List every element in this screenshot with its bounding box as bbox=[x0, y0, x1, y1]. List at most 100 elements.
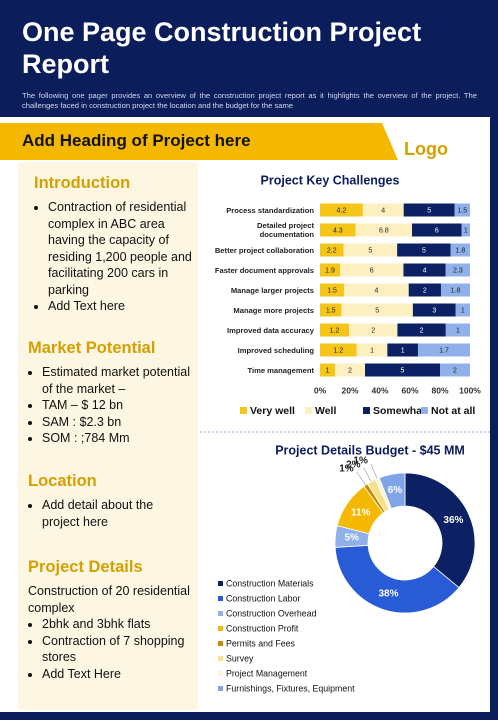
bullet: SAM : $2.3 bn bbox=[42, 414, 194, 431]
description: The following one pager provides an over… bbox=[22, 91, 477, 110]
section: Market Potential Estimated market potenti… bbox=[28, 339, 194, 447]
x-tick-label: 40% bbox=[371, 385, 388, 395]
bar-segment bbox=[335, 363, 365, 377]
y-tick-label: Improved data accuracy bbox=[227, 325, 314, 335]
bar-segment bbox=[440, 283, 470, 297]
bar-segment bbox=[355, 223, 412, 237]
section: Project Details Construction of 20 reside… bbox=[28, 558, 194, 682]
bullet: Estimated market potential of the market… bbox=[42, 364, 194, 397]
bar-segment bbox=[344, 283, 409, 297]
bar-value-label: 6.8 bbox=[379, 227, 389, 234]
bar-segment bbox=[397, 243, 451, 257]
bar-value-label: 2 bbox=[423, 287, 427, 294]
bullet: SOM : ;784 Mm bbox=[42, 430, 194, 447]
section-heading: Location bbox=[28, 472, 97, 490]
legend-swatch bbox=[218, 596, 223, 601]
legend-swatch bbox=[218, 626, 223, 631]
bullet: 2bhk and 3bhk flats bbox=[42, 616, 194, 633]
leader-line bbox=[363, 467, 372, 482]
bar-value-label: 1.9 bbox=[325, 267, 335, 274]
bar-segment bbox=[320, 343, 357, 357]
bullet: Contraction of 7 shopping stores bbox=[42, 633, 194, 666]
bar-segment bbox=[450, 243, 470, 257]
bar-segment bbox=[440, 363, 470, 377]
y-tick-label: Better project collaboration bbox=[214, 245, 314, 255]
legend-label: Construction Labor bbox=[226, 593, 300, 603]
bar-segment bbox=[461, 223, 470, 237]
bar-segment bbox=[365, 363, 440, 377]
legend-label: Project Management bbox=[226, 668, 308, 678]
frame-right bbox=[490, 0, 498, 720]
x-tick-label: 0% bbox=[314, 385, 327, 395]
bar-value-label: 4 bbox=[374, 287, 378, 294]
legend-label: Well bbox=[315, 405, 336, 417]
chart-title: Project Details Budget - $45 MM bbox=[275, 443, 465, 457]
title: One Page Construction Project Report bbox=[22, 17, 422, 79]
banner bbox=[0, 123, 398, 160]
legend-swatch bbox=[218, 686, 223, 691]
legend-swatch bbox=[218, 581, 223, 586]
y-tick-label: Manage more projects bbox=[233, 305, 314, 315]
section-heading: Introduction bbox=[34, 174, 131, 192]
bar-value-label: 2.2 bbox=[327, 247, 337, 254]
logo: Logo bbox=[404, 139, 448, 159]
pie-slice bbox=[404, 472, 476, 589]
legend-label: Very well bbox=[250, 405, 295, 417]
bar-segment bbox=[320, 243, 344, 257]
bar-segment bbox=[397, 323, 446, 337]
slice-label: 1% bbox=[353, 456, 368, 467]
bar-value-label: 4.2 bbox=[337, 207, 347, 214]
slice-label: 11% bbox=[351, 508, 371, 519]
legend-label: Not at all bbox=[431, 405, 475, 417]
x-tick-label: 60% bbox=[401, 385, 418, 395]
bar-value-label: 1.8 bbox=[451, 287, 461, 294]
slice-label: 5% bbox=[345, 533, 360, 544]
bar-value-label: 2 bbox=[371, 327, 375, 334]
section-heading: Market Potential bbox=[28, 339, 156, 357]
slice-label: 1% bbox=[339, 464, 354, 475]
chart-title: Project Key Challenges bbox=[261, 173, 400, 187]
bar-segment bbox=[362, 203, 404, 217]
bullet: Add detail about the project here bbox=[42, 497, 194, 530]
x-tick-label: 20% bbox=[341, 385, 358, 395]
legend-swatch bbox=[363, 407, 370, 414]
bar-segment bbox=[454, 203, 470, 217]
slice-label: 6% bbox=[388, 485, 403, 496]
pie-slice bbox=[378, 472, 406, 510]
bullet-list: Estimated market potential of the market… bbox=[28, 364, 194, 447]
y-tick-label: Manage larger projects bbox=[230, 285, 314, 295]
bar-segment bbox=[445, 323, 470, 337]
bullet: Add Text Here bbox=[42, 666, 194, 683]
bullet-list: 2bhk and 3bhk flatsContraction of 7 shop… bbox=[28, 616, 194, 682]
legend-swatch bbox=[218, 641, 223, 646]
bar-value-label: 1.8 bbox=[455, 247, 465, 254]
bar-segment bbox=[340, 263, 404, 277]
bar-value-label: 3 bbox=[432, 307, 436, 314]
bar-segment bbox=[408, 283, 441, 297]
bar-value-label: 5 bbox=[422, 247, 426, 254]
bullet: TAM – $ 12 bn bbox=[42, 397, 194, 414]
bar-value-label: 4.3 bbox=[333, 227, 343, 234]
section-heading: Project Details bbox=[28, 558, 143, 576]
left-panel: Introduction Contraction of residential c… bbox=[18, 162, 198, 710]
bar-value-label: 2.3 bbox=[453, 267, 463, 274]
bar-value-label: 1 bbox=[461, 307, 465, 314]
legend-label: Survey bbox=[226, 653, 254, 663]
pie-slice bbox=[334, 544, 460, 614]
slice-label: 2% bbox=[346, 459, 361, 470]
bar-segment bbox=[343, 243, 398, 257]
bar-value-label: 4 bbox=[423, 267, 427, 274]
y-tick-label: Time management bbox=[247, 365, 314, 375]
banner-heading: Add Heading of Project here bbox=[22, 131, 251, 150]
x-tick-label: 80% bbox=[431, 385, 448, 395]
x-tick-label: 100% bbox=[459, 385, 481, 395]
bullet: Add Text here bbox=[48, 298, 200, 315]
bar-segment bbox=[320, 303, 342, 317]
y-tick-label: Detailed project documentation bbox=[257, 221, 314, 239]
bar-segment bbox=[411, 223, 462, 237]
bar-value-label: 2 bbox=[453, 367, 457, 374]
slice-label: 38% bbox=[378, 589, 398, 600]
section: Location Add detail about the project her… bbox=[28, 472, 194, 530]
